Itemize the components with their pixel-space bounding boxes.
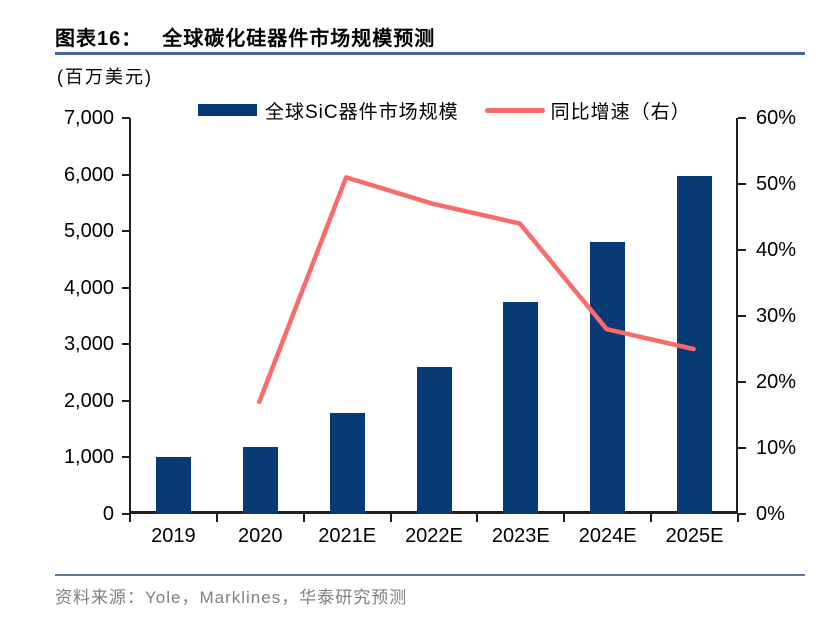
x-axis-tick [650,514,653,522]
bar-2021E [329,413,365,514]
y-axis-tick [122,399,130,402]
x-axis-tick-label: 2025E [665,525,724,547]
y-axis-tick-label: 5,000 [63,220,114,243]
x-axis-tick-label: 2023E [491,525,550,547]
bar-2024E [590,242,626,514]
y-axis-tick-label: 3,000 [63,333,114,356]
figure-label: 图表16： [55,28,143,50]
bar-2023E [503,301,539,514]
y-axis-tick [122,343,130,346]
bar-2019 [155,456,191,514]
y2-axis-tick [738,117,746,119]
y-axis-tick [122,230,130,233]
x-axis-tick-label: 2024E [578,525,637,547]
x-axis-tick [129,514,131,522]
chart-header: 图表16： 全球碳化硅器件市场规模预测 [55,22,435,51]
x-axis-tick-label: 2020 [238,525,283,547]
x-axis-tick-label: 2022E [405,525,463,547]
y2-axis-tick-label: 40% [756,239,797,261]
x-axis-tick [389,514,392,522]
y-axis-tick-label: 7,000 [63,107,114,129]
y-axis-tick [122,456,130,459]
y2-axis-tick [738,315,746,317]
y2-axis-tick-label: 30% [756,305,797,327]
legend: 全球SiC器件市场规模 同比增速（右） [198,98,691,123]
legend-bar-label: 全球SiC器件市场规模 [265,101,459,123]
y2-axis-tick [738,381,746,383]
y2-axis-tick [738,447,746,449]
bar-2022E [416,366,452,514]
legend-line-label: 同比增速（右） [550,101,691,123]
y2-axis-tick [738,513,746,515]
x-axis-tick [737,514,739,522]
y-axis-tick [122,513,130,515]
x-axis-tick-label: 2021E [318,525,377,547]
title-underline [55,52,805,55]
legend-bar-swatch [198,104,257,116]
y-axis-tick-label: 2,000 [63,389,114,412]
y2-axis-tick-label: 20% [756,371,797,393]
x-axis-tick [302,514,305,522]
legend-line-swatch [484,107,545,113]
y-axis-tick [122,173,130,176]
y2-axis-tick-label: 50% [756,173,797,195]
y2-axis-tick [738,183,746,185]
x-axis-tick-label: 2019 [151,525,196,547]
y-axis-tick-label: 4,000 [63,276,114,299]
y-axis-tick-label: 0 [102,503,114,525]
y-axis-tick [122,286,130,289]
growth-line [257,175,696,405]
bar-2020 [242,447,278,514]
y2-axis-tick-label: 0% [756,503,785,525]
y2-axis-tick-label: 10% [756,437,797,459]
y-axis-tick-label: 6,000 [63,163,114,186]
x-axis-tick [476,514,479,522]
y2-axis-tick-label: 60% [756,107,797,129]
unit-label: (百万美元) [57,67,153,87]
x-axis-tick [563,514,566,522]
source-note: 资料来源：Yole，Marklines，华泰研究预测 [55,588,408,607]
x-axis-tick [215,514,218,522]
y2-axis-tick [738,249,746,251]
footer-divider [55,574,805,576]
y-axis-tick [122,117,130,119]
page-title: 全球碳化硅器件市场规模预测 [162,28,436,50]
y-axis-tick-label: 1,000 [63,446,114,469]
